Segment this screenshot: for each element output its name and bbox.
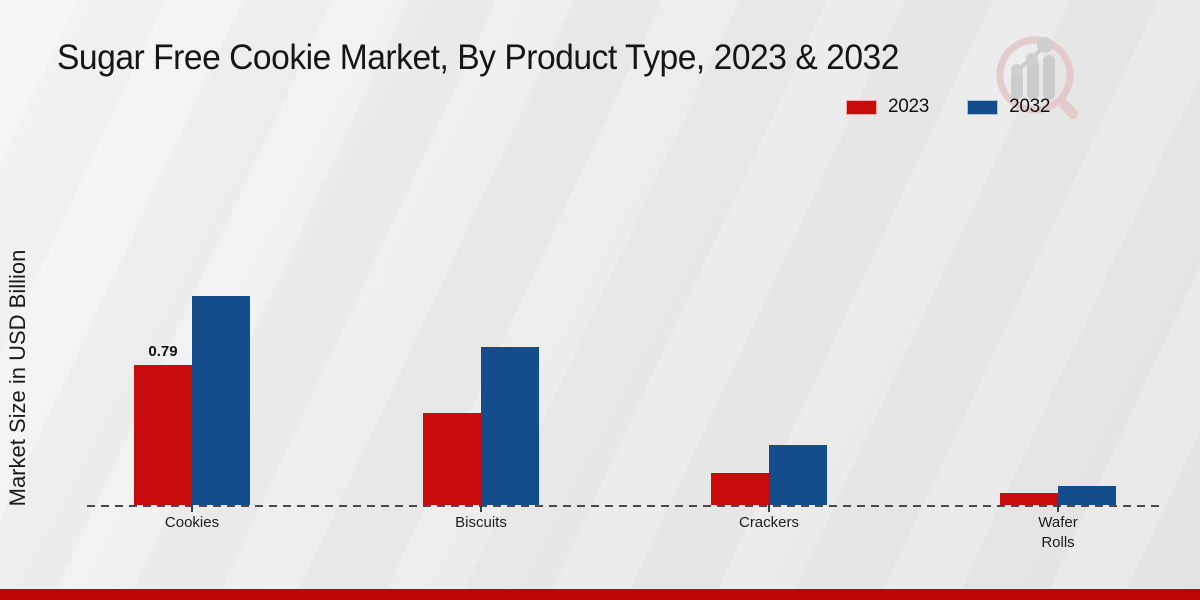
legend-swatch-2032 [967,99,999,115]
bar-group-biscuits [423,347,539,505]
x-axis-label-crackers: Crackers [738,514,799,531]
zero-baseline [87,505,1163,507]
y-axis-label: Market Size in USD Billion [5,249,30,507]
legend-label: 2032 [1009,96,1051,117]
bar-group-cookies: 0.79 [134,296,250,505]
chart-title: Sugar Free Cookie Market, By Product Typ… [57,38,899,77]
bar-crackers-2023[interactable] [711,473,769,505]
bar-cookies-2023[interactable]: 0.79 [134,343,192,505]
bar-value-label-cookies-2023: 0.79 [148,343,178,360]
x-axis-label-biscuits: Biscuits [455,514,507,531]
x-axis-tick-wafer-rolls [1057,505,1059,512]
x-axis-tick-crackers [768,505,770,512]
legend-swatch-2023 [846,99,877,115]
bar-group-crackers [711,445,827,505]
bar-group-wafer-rolls [1000,486,1116,505]
x-axis-tick-cookies [191,505,193,512]
legend-item-2023[interactable]: 2023 [846,96,929,118]
bar-cookies-2032[interactable] [192,296,250,505]
legend: 2023 2032 [846,96,1050,118]
bar-crackers-2032[interactable] [769,445,827,505]
bar-wafer-rolls-2032[interactable] [1058,486,1116,505]
analytics-magnifier-logo-icon [996,36,1078,119]
legend-label: 2023 [888,96,930,117]
footer-accent-band [0,589,1200,600]
x-axis-label-cookies: Cookies [164,514,220,531]
bar-biscuits-2023[interactable] [423,413,481,505]
legend-item-2032[interactable]: 2032 [967,96,1050,118]
bar-wafer-rolls-2023[interactable] [1000,493,1058,505]
x-axis-tick-biscuits [480,505,482,512]
x-axis-label-wafer-rolls: Wafer Rolls [1038,514,1078,552]
bar-biscuits-2032[interactable] [481,347,539,505]
